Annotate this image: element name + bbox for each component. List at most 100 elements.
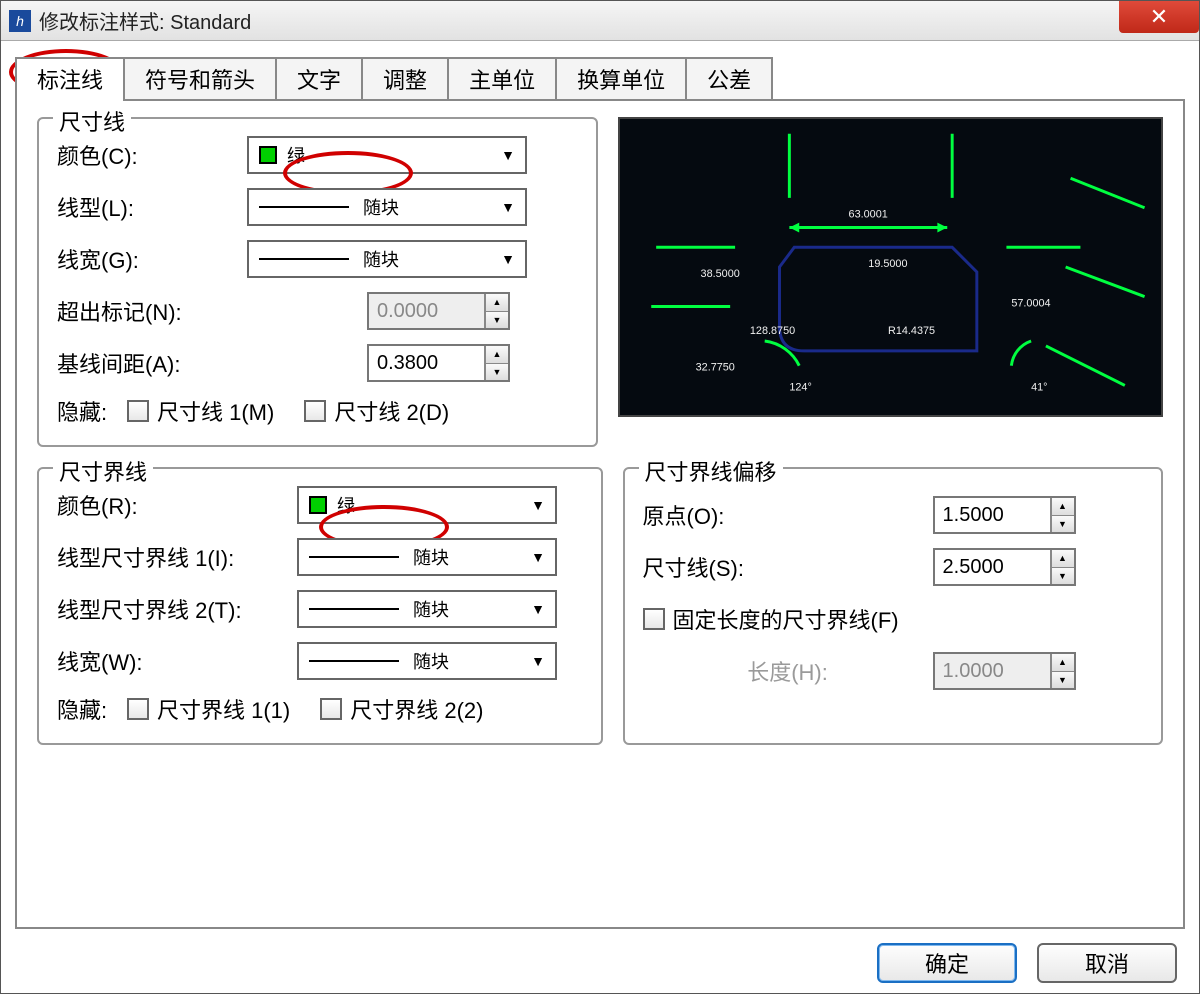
svg-text:38.5000: 38.5000 [701,268,740,280]
svg-text:R14.4375: R14.4375 [888,325,935,337]
hide-dimline1-label: 尺寸线 1(M) [157,395,274,427]
tab-panel: 尺寸线 颜色(C): 绿 ▼ 线型(L): [15,101,1185,929]
baseline-spacing-label: 基线间距(A): [57,347,367,379]
ext-hide-label: 隐藏: [57,693,127,725]
dropdown-icon: ▼ [531,653,545,669]
origin-offset-input[interactable] [935,498,1050,532]
ext-lt1-label: 线型尺寸界线 1(I): [57,541,297,573]
spin-down-icon[interactable]: ▼ [1052,516,1074,533]
hide-extline1-label: 尺寸界线 1(1) [157,693,290,725]
ok-button[interactable]: 确定 [877,943,1017,983]
fixed-length-value-label: 长度(H): [643,655,933,687]
extension-line-group: 尺寸界线 颜色(R): 绿 ▼ 线型尺寸界线 1(I): [37,467,603,745]
extension-offset-group: 尺寸界线偏移 原点(O): ▲▼ 尺寸线(S): ▲▼ [623,467,1163,745]
spin-down-icon: ▼ [1052,672,1074,689]
dimline-offset-input[interactable] [935,550,1050,584]
ext-lt1-value: 随块 [413,544,449,570]
top-row: 尺寸线 颜色(C): 绿 ▼ 线型(L): [37,117,1163,447]
hide-extline1-checkbox[interactable]: 尺寸界线 1(1) [127,693,290,725]
fixed-length-input [935,654,1050,688]
tab-tolerance[interactable]: 公差 [685,57,773,99]
spin-up-icon[interactable]: ▲ [1052,498,1074,516]
ext-color-combo[interactable]: 绿 ▼ [297,486,557,524]
preview-svg: 63.000138.500019.500057.0004128.8750R14.… [620,119,1161,415]
cancel-button[interactable]: 取消 [1037,943,1177,983]
dim-lineweight-label: 线宽(G): [57,243,247,275]
dropdown-icon: ▼ [501,147,515,163]
ext-lt1-combo[interactable]: 随块 ▼ [297,538,557,576]
line-sample-icon [309,660,399,662]
hide-dimline2-label: 尺寸线 2(D) [334,395,449,427]
dim-lineweight-combo[interactable]: 随块 ▼ [247,240,527,278]
hide-extline2-label: 尺寸界线 2(2) [350,693,483,725]
dim-lineweight-value: 随块 [363,246,399,272]
hide-dimline1-checkbox[interactable]: 尺寸线 1(M) [127,395,274,427]
dim-linetype-value: 随块 [363,194,399,220]
titlebar: h 修改标注样式: Standard ✕ [1,1,1199,41]
tab-primary-units[interactable]: 主单位 [447,57,557,99]
close-button[interactable]: ✕ [1119,1,1199,33]
hide-dimline2-checkbox[interactable]: 尺寸线 2(D) [304,395,449,427]
dropdown-icon: ▼ [501,199,515,215]
preview-pane: 63.000138.500019.500057.0004128.8750R14.… [618,117,1163,417]
dialog-window: h 修改标注样式: Standard ✕ 标注线 符号和箭头 文字 调整 主单位… [0,0,1200,994]
bottom-row: 尺寸界线 颜色(R): 绿 ▼ 线型尺寸界线 1(I): [37,467,1163,745]
close-icon: ✕ [1150,4,1168,30]
baseline-spacing-input[interactable] [369,346,484,380]
dialog-content: 标注线 符号和箭头 文字 调整 主单位 换算单位 公差 尺寸线 颜色(C): 绿 [1,41,1199,993]
svg-text:63.0001: 63.0001 [849,209,888,221]
dim-color-label: 颜色(C): [57,139,247,171]
ext-line-legend: 尺寸界线 [53,455,153,487]
spin-up-icon[interactable]: ▲ [1052,550,1074,568]
spin-down-icon[interactable]: ▼ [486,364,508,381]
checkbox-icon [304,400,326,422]
ext-color-label: 颜色(R): [57,489,297,521]
line-sample-icon [309,608,399,610]
extend-mark-label: 超出标记(N): [57,295,367,327]
dim-linetype-label: 线型(L): [57,191,247,223]
ext-lw-label: 线宽(W): [57,645,297,677]
tab-text[interactable]: 文字 [275,57,363,99]
spin-down-icon[interactable]: ▼ [1052,568,1074,585]
color-swatch-icon [259,146,277,164]
spin-up-icon: ▲ [1052,654,1074,672]
extend-mark-spinner[interactable]: ▲▼ [367,292,510,330]
fixed-length-spinner: ▲▼ [933,652,1076,690]
dropdown-icon: ▼ [501,251,515,267]
svg-text:19.5000: 19.5000 [868,258,907,270]
dim-linetype-combo[interactable]: 随块 ▼ [247,188,527,226]
hide-extline2-checkbox[interactable]: 尺寸界线 2(2) [320,693,483,725]
tab-alt-units[interactable]: 换算单位 [555,57,687,99]
dim-color-combo[interactable]: 绿 ▼ [247,136,527,174]
fixed-length-checkbox[interactable]: 固定长度的尺寸界线(F) [643,603,899,635]
offset-legend: 尺寸界线偏移 [639,455,783,487]
dimline-offset-label: 尺寸线(S): [643,551,933,583]
fixed-length-label: 固定长度的尺寸界线(F) [673,603,899,635]
button-row: 确定 取消 [15,929,1185,983]
dimline-offset-spinner[interactable]: ▲▼ [933,548,1076,586]
color-swatch-icon [309,496,327,514]
dim-color-value: 绿 [287,142,305,168]
checkbox-icon [127,698,149,720]
window-title: 修改标注样式: Standard [39,6,251,35]
ext-lt2-value: 随块 [413,596,449,622]
ext-lt2-combo[interactable]: 随块 ▼ [297,590,557,628]
ext-lw-combo[interactable]: 随块 ▼ [297,642,557,680]
dim-line-legend: 尺寸线 [53,105,131,137]
ext-lt2-label: 线型尺寸界线 2(T): [57,593,297,625]
line-sample-icon [259,206,349,208]
svg-text:41°: 41° [1031,381,1047,393]
line-sample-icon [309,556,399,558]
spin-up-icon[interactable]: ▲ [486,346,508,364]
extend-mark-input[interactable] [369,294,484,328]
tab-lines[interactable]: 标注线 [15,57,125,99]
tab-symbols[interactable]: 符号和箭头 [123,57,277,99]
spin-up-icon[interactable]: ▲ [486,294,508,312]
tab-fit[interactable]: 调整 [361,57,449,99]
origin-offset-spinner[interactable]: ▲▼ [933,496,1076,534]
baseline-spacing-spinner[interactable]: ▲▼ [367,344,510,382]
spin-down-icon[interactable]: ▼ [486,312,508,329]
dim-hide-label: 隐藏: [57,395,127,427]
ext-color-value: 绿 [337,492,355,518]
dropdown-icon: ▼ [531,601,545,617]
